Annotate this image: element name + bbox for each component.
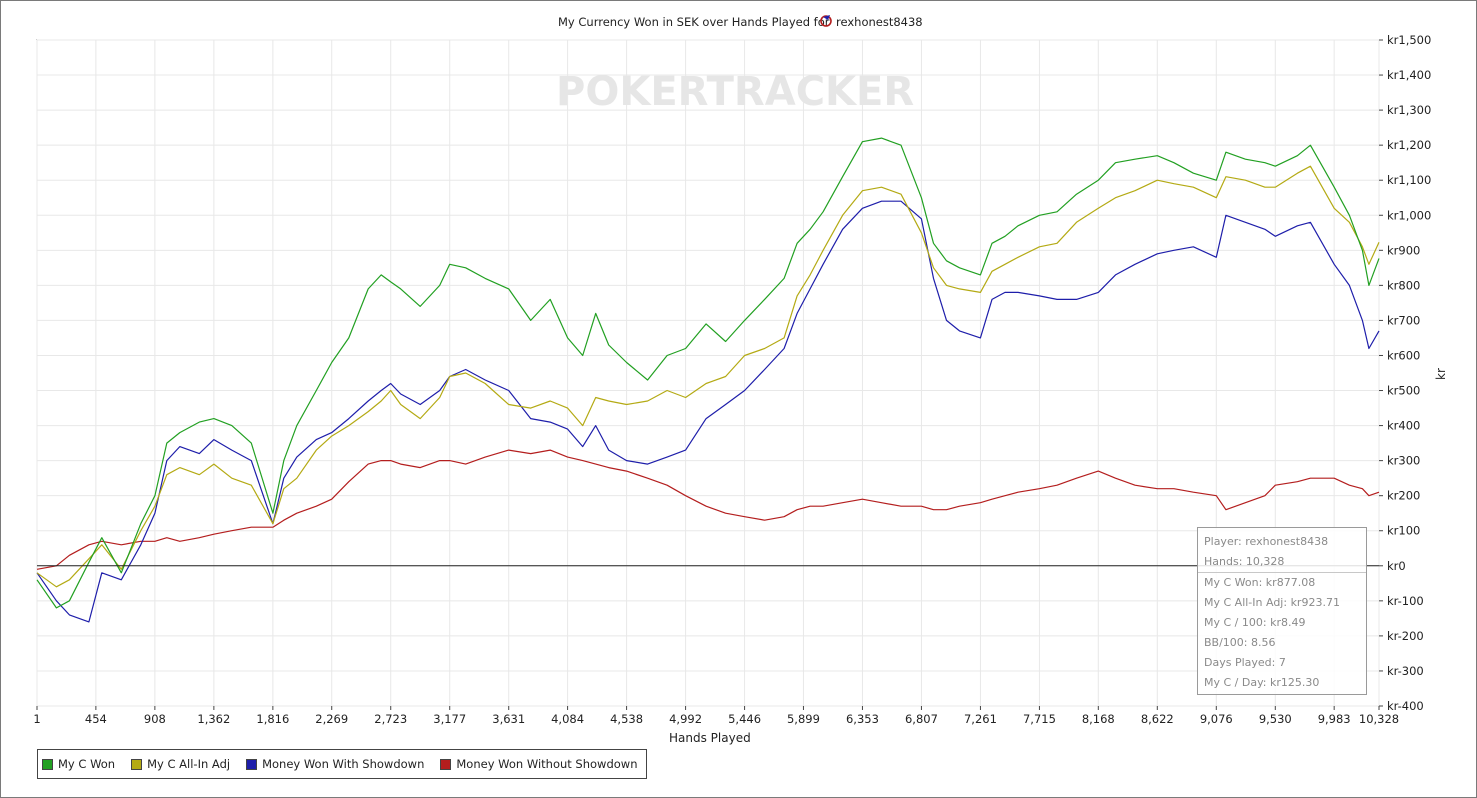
series-line-money-won-with-showdown	[36, 200, 1380, 623]
legend-item-with-showdown[interactable]: Money Won With Showdown	[246, 757, 424, 771]
stat-my-c-won: My C Won: kr877.08	[1198, 572, 1366, 593]
x-tick-label: 7,261	[964, 712, 997, 726]
stats-panel: Player: rexhonest8438 Hands: 10,328 My C…	[1197, 527, 1367, 695]
grid-lines	[36, 39, 1380, 707]
y-tick-label: kr300	[1387, 454, 1420, 468]
y-tick-label: kr-100	[1387, 594, 1424, 608]
x-tick-label: 1	[33, 712, 40, 726]
stat-hands: Hands: 10,328	[1204, 555, 1285, 568]
legend-swatch	[131, 758, 143, 770]
legend-item-without-showdown[interactable]: Money Won Without Showdown	[440, 757, 638, 771]
x-tick-label: 5,899	[787, 712, 820, 726]
x-tick-label: 9,076	[1200, 712, 1233, 726]
stat-player: Player: rexhonest8438	[1204, 535, 1329, 548]
legend-swatch	[440, 758, 452, 770]
stat-per-100: My C / 100: kr8.49	[1204, 616, 1306, 629]
legend-label: Money Won Without Showdown	[456, 757, 638, 771]
x-axis-ticks: 1 454 908 1,362 1,816 2,269 2,723 3,177 3,631 4,0…	[33, 706, 1399, 726]
y-tick-label: kr100	[1387, 524, 1420, 538]
player-icon	[820, 15, 832, 27]
stat-days-played: Days Played: 7	[1204, 656, 1286, 669]
legend-item-all-in-adj[interactable]: My C All-In Adj	[131, 757, 230, 771]
x-tick-label: 454	[85, 712, 107, 726]
legend-label: My C All-In Adj	[147, 757, 231, 771]
y-tick-label: kr0	[1387, 559, 1406, 573]
x-tick-label: 6,353	[846, 712, 879, 726]
x-tick-label: 6,807	[905, 712, 938, 726]
watermark: POKERTRACKER	[556, 69, 914, 115]
legend-swatch	[246, 758, 258, 770]
legend-label: My C Won	[58, 757, 116, 771]
y-tick-label: kr500	[1387, 384, 1420, 398]
y-tick-label: kr1,500	[1387, 33, 1431, 47]
series-line-money-won-without-showdown	[36, 449, 1380, 570]
y-tick-label: kr700	[1387, 313, 1420, 327]
x-tick-label: 8,168	[1082, 712, 1115, 726]
y-tick-label: kr1,300	[1387, 103, 1431, 117]
x-tick-label: 2,723	[374, 712, 407, 726]
y-tick-label: kr600	[1387, 348, 1420, 362]
x-tick-label: 4,992	[669, 712, 702, 726]
series-line-my-c-won	[36, 137, 1380, 609]
y-tick-label: kr400	[1387, 419, 1420, 433]
x-tick-label: 5,446	[728, 712, 761, 726]
y-tick-label: kr200	[1387, 489, 1420, 503]
y-tick-label: kr1,000	[1387, 208, 1431, 222]
legend-item-my-c-won[interactable]: My C Won	[42, 757, 115, 771]
y-axis-ticks: kr-400 kr-300 kr-200 kr-100 kr0 kr100 kr200 kr3…	[1379, 33, 1431, 713]
x-tick-label: 908	[144, 712, 166, 726]
x-tick-label: 1,816	[256, 712, 289, 726]
stat-per-day: My C / Day: kr125.30	[1204, 676, 1320, 689]
stat-all-in-adj: My C All-In Adj: kr923.71	[1204, 596, 1340, 609]
chart-legend: My C Won My C All-In Adj Money Won With …	[37, 749, 647, 779]
chart-title: My Currency Won in SEK over Hands Played…	[558, 15, 830, 29]
plot-area	[36, 39, 1380, 707]
chart-player-name: rexhonest8438	[836, 15, 923, 29]
y-tick-label: kr1,100	[1387, 173, 1431, 187]
y-tick-label: kr1,200	[1387, 138, 1431, 152]
y-tick-label: kr800	[1387, 278, 1420, 292]
x-tick-label: 4,538	[610, 712, 643, 726]
y-tick-label: kr1,400	[1387, 68, 1431, 82]
y-tick-label: kr-300	[1387, 664, 1424, 678]
x-tick-label: 1,362	[197, 712, 230, 726]
x-tick-label: 7,715	[1023, 712, 1056, 726]
x-tick-label: 9,530	[1259, 712, 1292, 726]
y-tick-label: kr900	[1387, 243, 1420, 257]
x-tick-label: 4,084	[551, 712, 584, 726]
x-tick-label: 9,983	[1318, 712, 1351, 726]
y-axis-label: kr	[1434, 368, 1448, 380]
legend-label: Money Won With Showdown	[262, 757, 425, 771]
x-tick-label: 2,269	[315, 712, 348, 726]
series-line-my-c-all-in-adj	[36, 165, 1380, 588]
legend-swatch	[42, 758, 53, 770]
x-axis-label: Hands Played	[669, 731, 751, 745]
x-tick-label: 3,631	[492, 712, 525, 726]
x-tick-label: 10,328	[1359, 712, 1399, 726]
x-tick-label: 3,177	[433, 712, 466, 726]
x-tick-label: 8,622	[1141, 712, 1174, 726]
y-tick-label: kr-200	[1387, 629, 1424, 643]
stat-bb-100: BB/100: 8.56	[1204, 636, 1276, 649]
series-layer	[36, 137, 1380, 623]
y-tick-label: kr-400	[1387, 699, 1424, 713]
